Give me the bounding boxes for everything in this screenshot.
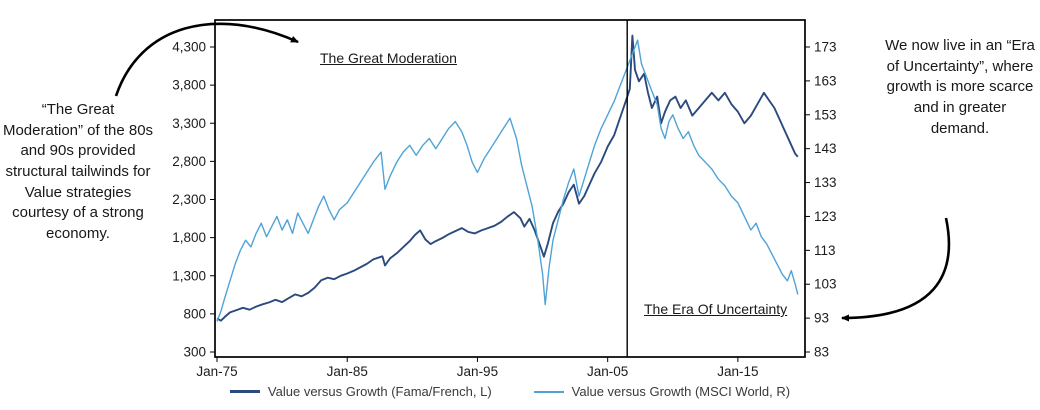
legend-label-fama-french: Value versus Growth (Fama/French, L) — [267, 384, 492, 399]
y-right-tick-label: 163 — [814, 73, 837, 88]
right-note: We now live in an “Era of Uncertainty”, … — [885, 37, 1035, 137]
y-left-tick-label: 2,800 — [172, 154, 206, 169]
y-right-tick-label: 113 — [814, 243, 836, 258]
y-left-tick-label: 3,800 — [172, 78, 206, 93]
series-line-0 — [216, 34, 799, 322]
legend-label-msci-world: Value versus Growth (MSCI World, R) — [571, 384, 791, 399]
y-right-tick-label: 93 — [814, 311, 829, 326]
y-left-tick-label: 3,300 — [172, 116, 206, 131]
y-left-tick-label: 800 — [183, 306, 206, 321]
left-note: “The Great Moderation” of the 80s and 90… — [2, 101, 154, 243]
y-right-tick-label: 133 — [814, 175, 837, 190]
x-tick-label: Jan-85 — [327, 364, 368, 379]
y-left-tick-label: 2,300 — [172, 192, 206, 207]
series-line-1 — [216, 39, 799, 322]
x-tick-label: Jan-75 — [196, 364, 237, 379]
great-moderation-label: The Great Moderation — [320, 50, 457, 66]
y-left-tick-label: 300 — [183, 345, 206, 360]
y-right-tick-label: 143 — [814, 141, 837, 156]
y-right-tick-label: 83 — [814, 345, 829, 360]
y-left-tick-label: 1,800 — [172, 230, 206, 245]
y-left-tick-label: 4,300 — [172, 40, 206, 55]
x-tick-label: Jan-95 — [457, 364, 498, 379]
y-right-tick-label: 103 — [814, 277, 837, 292]
plot-area — [215, 20, 805, 357]
legend-item-fama-french: Value versus Growth (Fama/French, L) — [229, 384, 492, 399]
y-left-tick-label: 1,300 — [172, 268, 206, 283]
legend-swatch-msci-world — [533, 390, 564, 393]
x-tick-label: Jan-15 — [717, 364, 758, 379]
x-tick-label: Jan-05 — [587, 364, 628, 379]
legend-swatch-fama-french — [229, 390, 260, 393]
plot-frame — [214, 19, 806, 358]
legend-item-msci-world: Value versus Growth (MSCI World, R) — [533, 384, 791, 399]
era-of-uncertainty-label: The Era Of Uncertainty — [644, 301, 788, 317]
y-right-tick-label: 123 — [814, 209, 837, 224]
legend: Value versus Growth (Fama/French, L) Val… — [215, 384, 805, 399]
y-right-tick-label: 173 — [814, 40, 837, 55]
y-right-tick-label: 153 — [814, 107, 837, 122]
